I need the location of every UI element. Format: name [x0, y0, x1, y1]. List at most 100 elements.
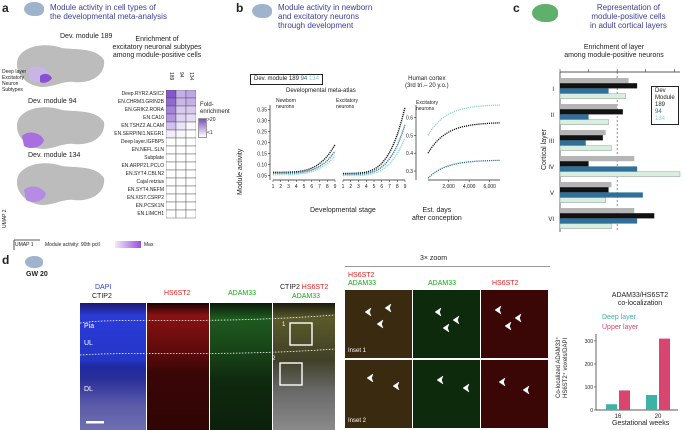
c-layer-label: IV — [548, 165, 554, 171]
fold-colorbar — [198, 118, 207, 138]
deep-layer-label-3: Neuron — [2, 81, 19, 87]
b-xtick-label: 4 — [295, 184, 298, 190]
arrowhead-icon — [498, 377, 506, 387]
newborn-line1: Newborn — [276, 98, 297, 104]
subtype-label: EN.ARPP21.PCLO — [121, 163, 164, 169]
heatmap-cell — [185, 169, 196, 179]
panel-c-legend: Dev Module 189 94 134 — [651, 86, 679, 125]
excitatory-right-line2: neurons — [416, 106, 435, 112]
inset2-adam33 — [413, 360, 480, 428]
heatmap-cell — [185, 137, 196, 147]
d-ytick-label: 100 — [585, 385, 594, 391]
zoom-divider — [345, 266, 550, 267]
heatmap-col-labels: 189 94 134 — [166, 72, 196, 92]
col-label-189: 189 — [168, 72, 174, 81]
heatmap-cell — [166, 137, 177, 147]
c-bar-189 — [560, 187, 609, 193]
heatmap-cell — [175, 90, 187, 99]
arrowhead-icon — [462, 383, 470, 393]
umap1-label: UMAP 1 — [15, 242, 34, 248]
arrowhead-icon — [434, 307, 442, 317]
arrowhead-icon — [494, 305, 502, 315]
enrichment-title: Enrichment of excitatory neuronal subtyp… — [102, 36, 212, 60]
coloc-ylabel-line1: Co-localized ADAM33⁺ — [556, 336, 562, 398]
activity-color-bar — [115, 241, 141, 248]
c-bar-189 — [560, 135, 603, 141]
b-xtick-label: 1 — [342, 184, 345, 190]
panel-a-title-line1: Module activity in cell types of — [50, 3, 156, 12]
deep-layer-label-1: Deep layer — [2, 69, 27, 75]
arrowhead-icon — [504, 321, 512, 331]
umap2-label: UMAP 2 — [2, 209, 8, 228]
legend-dev: Dev — [655, 88, 666, 94]
inset1-label: Inset 1 — [348, 348, 367, 354]
legend-189: Dev. module 189 — [254, 76, 299, 82]
module-134-label: Dev. module 134 — [28, 152, 81, 159]
panel-a-title-line2: the developmental meta-analysis — [50, 12, 167, 21]
dapi-ctip2-image — [80, 303, 146, 430]
dl-label: DL — [84, 386, 93, 393]
arrowhead-icon — [452, 315, 460, 325]
arrowhead-icon — [514, 313, 522, 323]
arrowhead-icon — [364, 307, 372, 317]
subtype-label: Deep layer.IGFBP5 — [120, 139, 164, 145]
hc-xtick-label: 2,000 — [442, 184, 455, 190]
subtype-label: EN.CHRM3.GRIN2B — [117, 99, 164, 105]
merge-adam33: ADAM33 — [292, 293, 321, 300]
panel-b-title-line3: through development — [278, 21, 354, 30]
human-cortex-line1: Human cortex — [408, 76, 446, 82]
c-bar-134 — [559, 171, 681, 177]
merge-hs6st2: HS6ST2 — [301, 284, 329, 291]
layer-enrichment-line1: Enrichment of layer — [583, 44, 645, 51]
dapi-label: DAPI — [95, 284, 112, 291]
excitatory-right-line1: Excitatory — [416, 100, 438, 106]
ul-label: UL — [84, 340, 93, 347]
subtype-label: EN.TSHZ2.ALCAM — [121, 123, 164, 129]
panel-c-title-line1: Representation of — [596, 3, 661, 12]
heatmap-cell — [185, 113, 196, 123]
legend-module: Module — [655, 95, 675, 101]
heatmap-cell — [175, 161, 187, 171]
subtype-labels: Deep.RYR2.ASIC2 EN.CHRM3.GRIN2B EN.GRIK2.R… — [92, 90, 164, 218]
b-left-ytick-label: 0.05 — [257, 174, 267, 180]
c-layer-label: III — [549, 139, 554, 145]
b-xtick-label: 6 — [310, 184, 313, 190]
coloc-title: ADAM33/HS6ST2 co-localization — [600, 292, 680, 308]
heatmap-cell — [185, 177, 196, 187]
c-bar-134 — [559, 197, 606, 204]
b-series-line — [343, 124, 406, 176]
enrichment-title-line1: Enrichment of — [135, 36, 179, 43]
merge-image — [273, 303, 335, 430]
b-right-ytick-label: 0.3 — [406, 169, 413, 175]
legend-c-134: 134 — [655, 116, 666, 122]
brain-icon-d — [25, 256, 43, 268]
b-series-line — [343, 137, 406, 177]
c-bar-grey — [560, 130, 606, 136]
heatmap-cell — [166, 145, 177, 155]
heatmap-cell — [166, 90, 177, 99]
col-label-94: 94 — [178, 72, 184, 78]
heatmap-cell — [185, 145, 196, 155]
inset-number-1: 1 — [282, 322, 286, 328]
d-ytick-label: 200 — [585, 362, 594, 368]
heatmap-cell — [166, 153, 177, 163]
b-series-line — [343, 107, 406, 175]
module-94-label: Dev. module 94 — [28, 98, 77, 105]
c-bar-134 — [559, 223, 612, 230]
panel-b-legend: Dev. module 189 94 134 — [250, 74, 323, 85]
heatmap-cell — [175, 169, 187, 179]
module-189-label: Dev. module 189 — [60, 33, 113, 40]
b-right-ytick-label: 0.6 — [406, 116, 413, 122]
d-bar-upper — [619, 390, 630, 410]
upper-layer-legend: Upper layer — [602, 324, 639, 331]
c-bar-189 — [560, 109, 623, 115]
panel-c-title-line2: module-positive cells — [591, 12, 666, 21]
subtype-label: EN.SYT4.CBLN2 — [125, 171, 164, 177]
human-cortex-line2: (3rd tri.– 20 y.o.) — [405, 83, 449, 89]
subtype-label: EN.SYT4.NEFM — [127, 187, 164, 193]
b-left-ytick-label: 0.20 — [257, 141, 267, 147]
heatmap-cell — [175, 153, 187, 163]
arrowhead-icon — [376, 319, 384, 329]
panel-a-title: Module activity in cell types of the dev… — [50, 3, 167, 21]
